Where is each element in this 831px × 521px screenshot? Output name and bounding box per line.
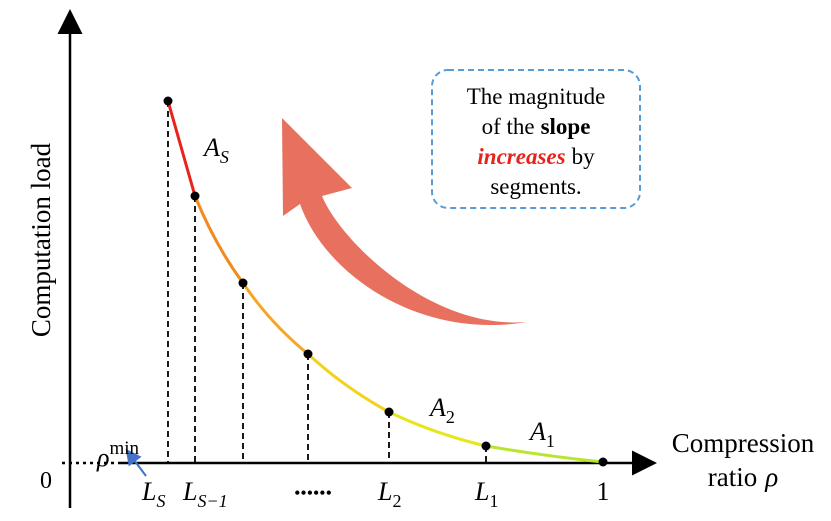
rho-min: ρmin <box>96 438 140 472</box>
rho-min-pointer <box>125 448 147 477</box>
rho: ρ <box>96 443 109 472</box>
callout-line: segments. <box>490 174 581 199</box>
segment-labels: AS A2 A1 <box>202 133 555 451</box>
tick-sub: 1 <box>489 491 498 511</box>
x-axis-label-word: ratio <box>708 462 757 492</box>
callout-word: by <box>572 144 596 169</box>
drop-lines <box>167 101 487 463</box>
tick-label: LS <box>141 477 165 511</box>
tick-base: L <box>474 477 489 506</box>
points <box>163 96 608 467</box>
seg-base: A <box>428 393 446 422</box>
callout-word: of the <box>482 114 535 139</box>
x-axis-label-symbol: ρ <box>764 462 778 492</box>
tick-label: 1 <box>597 477 610 506</box>
seg-sub: 1 <box>546 431 555 451</box>
tick-base: L <box>182 477 197 506</box>
tick-sub: S <box>156 491 165 511</box>
callout-box <box>431 69 641 209</box>
callout-line: The magnitude <box>467 84 606 109</box>
curve <box>166 100 604 464</box>
x-axis-label: Compression <box>672 428 815 458</box>
tick-label: L1 <box>474 477 498 511</box>
trend-arrow <box>282 118 527 326</box>
seg-base: A <box>528 417 546 446</box>
origin-label: 0 <box>40 468 52 494</box>
rho-sup: min <box>109 438 139 459</box>
tick-base: L <box>141 477 156 506</box>
segment-label: A2 <box>428 393 455 427</box>
tick-labels: LS LS−1 •••••• L2 L1 1 <box>141 477 610 511</box>
tick-ellipsis: •••••• <box>294 483 332 503</box>
callout-text: The magnitude of the slope increases by se… <box>467 84 606 199</box>
seg-sub: S <box>220 147 229 167</box>
callout-emph: slope <box>541 114 591 139</box>
callout-line: of the slope <box>482 114 591 139</box>
seg-base: A <box>202 133 220 162</box>
segment-label: AS <box>202 133 229 167</box>
tick-sub: 2 <box>392 491 401 511</box>
x-axis-label: ratio ρ <box>708 462 778 492</box>
tick-label: LS−1 <box>182 477 228 511</box>
seg-sub: 2 <box>446 407 455 427</box>
callout-emph: increases <box>477 144 565 169</box>
tick-base: L <box>377 477 392 506</box>
segment-label: A1 <box>528 417 555 451</box>
tick-label: L2 <box>377 477 401 511</box>
callout-line: increases by <box>477 144 595 169</box>
y-axis-label: Computation load <box>26 142 56 337</box>
tick-sub: S−1 <box>197 491 227 511</box>
